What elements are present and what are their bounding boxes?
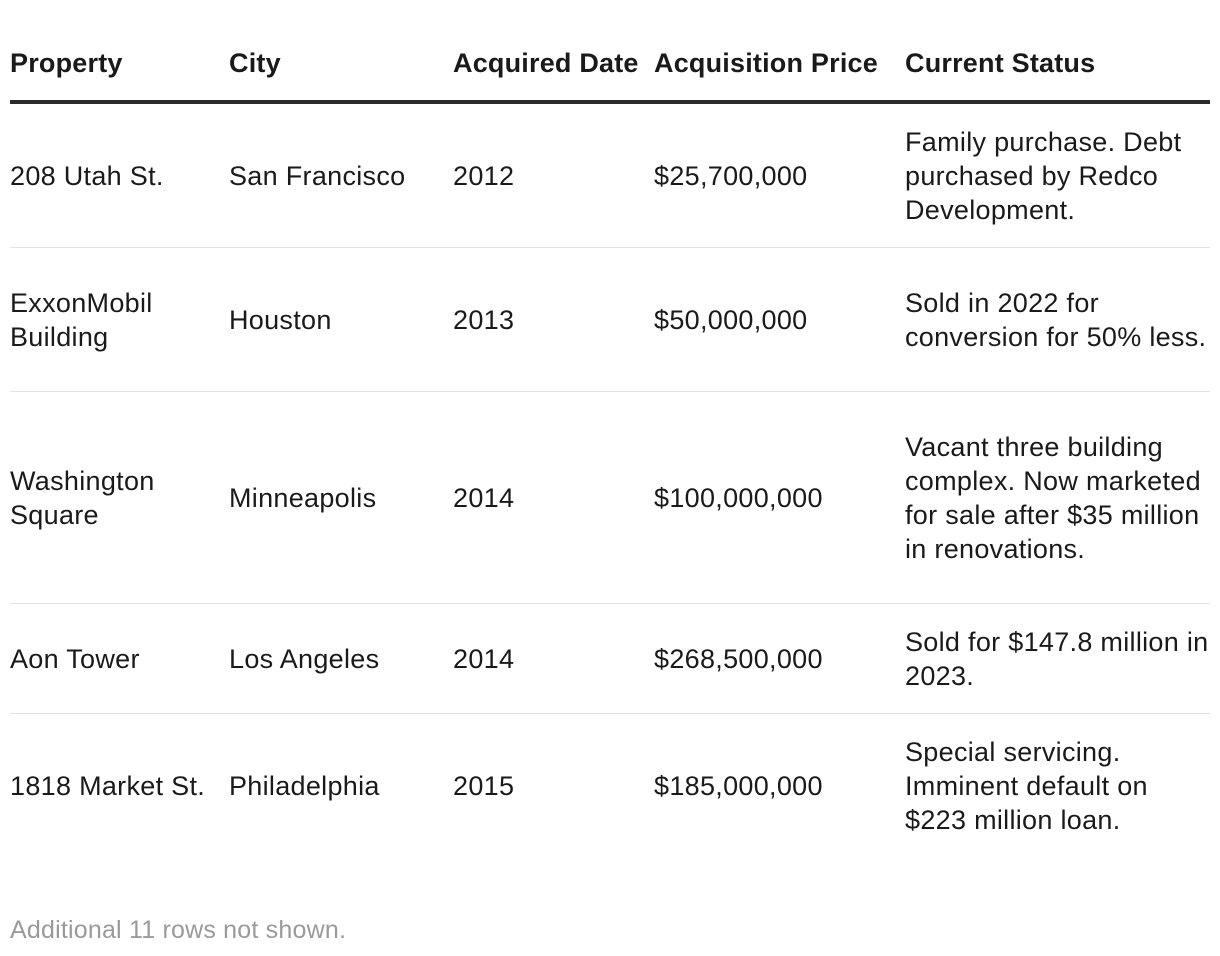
cell-current-status: Vacant three building complex. Now marke…	[905, 391, 1210, 604]
cell-acquisition-price: $185,000,000	[654, 770, 823, 801]
property-table-container: Property City Acquired Date Acquisition …	[10, 0, 1210, 857]
cell-property: Aon Tower	[10, 603, 229, 714]
cell-current-status: Family purchase. Debt purchased by Redco…	[905, 102, 1210, 248]
cell-city: Los Angeles	[229, 603, 453, 714]
cell-acquisition-price: $25,700,000	[654, 102, 905, 248]
cell-current-status: Special servicing. Imminent default on $…	[905, 736, 1148, 835]
table-footnote: Additional 11 rows not shown.	[10, 916, 347, 944]
cell-property: Washington Square	[10, 391, 229, 604]
header-acquisition-price: Acquisition Price	[654, 0, 905, 104]
header-row: Property City Acquired Date Acquisition …	[10, 0, 1210, 104]
cell-city: San Francisco	[229, 102, 453, 248]
cell-acquisition-price: $268,500,000	[654, 603, 905, 714]
table-header: Property City Acquired Date Acquisition …	[10, 0, 1210, 104]
cell-city: Philadelphia	[229, 770, 380, 801]
cell-acquired-date: 2014	[453, 391, 654, 604]
cell-current-status: Sold for $147.8 million in 2023.	[905, 603, 1210, 714]
cell-acquired-date: 2015	[453, 770, 515, 801]
table-row: Aon Tower Los Angeles 2014 $268,500,000 …	[10, 603, 1210, 714]
header-current-status: Current Status	[905, 0, 1210, 104]
cell-property: 1818 Market St.	[10, 770, 206, 801]
cell-city: Houston	[229, 247, 453, 392]
cell-acquisition-price: $100,000,000	[654, 391, 905, 604]
header-city: City	[229, 0, 453, 104]
table-row: 208 Utah St. San Francisco 2012 $25,700,…	[10, 102, 1210, 248]
cell-city: Minneapolis	[229, 391, 453, 604]
table-row: ExxonMobil Building Houston 2013 $50,000…	[10, 247, 1210, 392]
cell-acquisition-price: $50,000,000	[654, 247, 905, 392]
cell-property: ExxonMobil Building	[10, 247, 229, 392]
header-acquired-date: Acquired Date	[453, 0, 654, 104]
cell-acquired-date: 2012	[453, 102, 654, 248]
table-row: Washington Square Minneapolis 2014 $100,…	[10, 391, 1210, 604]
header-property: Property	[10, 0, 229, 104]
cell-property: 208 Utah St.	[10, 102, 229, 248]
property-table: Property City Acquired Date Acquisition …	[10, 0, 1210, 857]
cell-acquired-date: 2013	[453, 247, 654, 392]
table-body: 208 Utah St. San Francisco 2012 $25,700,…	[10, 102, 1210, 857]
table-row: 1818 Market St. Philadelphia 2015 $185,0…	[10, 714, 1210, 858]
cell-current-status: Sold in 2022 for conversion for 50% less…	[905, 247, 1210, 392]
cell-acquired-date: 2014	[453, 603, 654, 714]
